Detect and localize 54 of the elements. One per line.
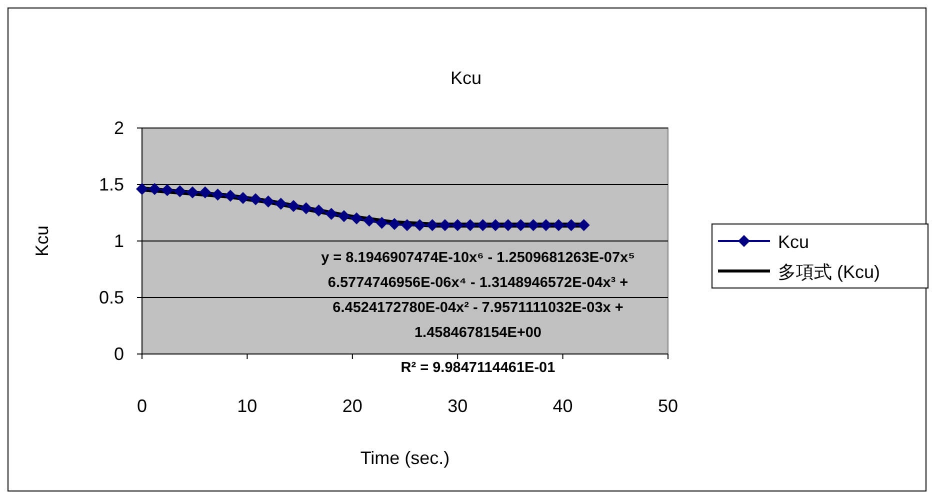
point <box>438 219 451 232</box>
point <box>489 219 502 232</box>
point <box>300 202 312 214</box>
point <box>363 214 376 227</box>
point <box>414 219 426 232</box>
point <box>350 212 363 224</box>
point <box>161 184 174 196</box>
point <box>236 192 249 204</box>
point <box>274 198 287 210</box>
point <box>565 219 578 232</box>
x-tick-label: 30 <box>448 396 468 416</box>
y-tick-label: 0 <box>114 344 124 364</box>
x-axis-title: Time (sec.) <box>360 448 450 468</box>
point <box>212 188 224 201</box>
x-tick-label: 20 <box>342 396 362 416</box>
point <box>224 190 236 202</box>
point <box>540 219 552 232</box>
point <box>514 219 527 232</box>
point <box>338 210 350 222</box>
point <box>325 208 338 220</box>
point <box>426 219 438 232</box>
legend-label: 多項式 (Kcu) <box>778 262 880 282</box>
y-tick-label: 0.5 <box>98 288 124 308</box>
point <box>464 219 476 232</box>
x-tick-label: 10 <box>237 396 258 416</box>
text: R² = 9.9847114461E-01 <box>400 360 556 376</box>
point <box>376 216 388 229</box>
x-tick-label: 50 <box>658 396 678 416</box>
point <box>578 219 590 232</box>
y-tick-label: 1.5 <box>98 174 124 194</box>
point <box>136 183 148 196</box>
point <box>552 219 565 232</box>
legend-label: Kcu <box>778 232 810 252</box>
point <box>476 219 489 232</box>
point <box>401 219 414 232</box>
point <box>250 193 262 206</box>
point <box>199 186 212 198</box>
point <box>262 195 274 208</box>
chart-title: Kcu <box>450 68 482 88</box>
point <box>148 183 161 196</box>
x-tick-label: 40 <box>552 396 573 416</box>
y-axis-title: Kcu <box>32 225 52 257</box>
point <box>502 219 514 232</box>
point <box>186 186 198 198</box>
point <box>452 219 464 232</box>
point <box>174 185 186 198</box>
point <box>312 204 325 216</box>
y-tick-label: 1 <box>114 231 124 251</box>
point <box>287 200 300 212</box>
y-tick-label: 2 <box>114 118 124 138</box>
annotation: y = 8.1946907474E-10x⁶ - 1.2509681263E-07x⁵ 6.5774746956E-06x⁴ - 1.3148946572E-04x³ + 6.4524172780E-04x² - 7.9571111032E-03x + 1.4584678154E+00 <box>321 250 635 341</box>
x-tick-label: 0 <box>136 396 148 416</box>
point <box>388 218 400 230</box>
point <box>527 219 540 232</box>
